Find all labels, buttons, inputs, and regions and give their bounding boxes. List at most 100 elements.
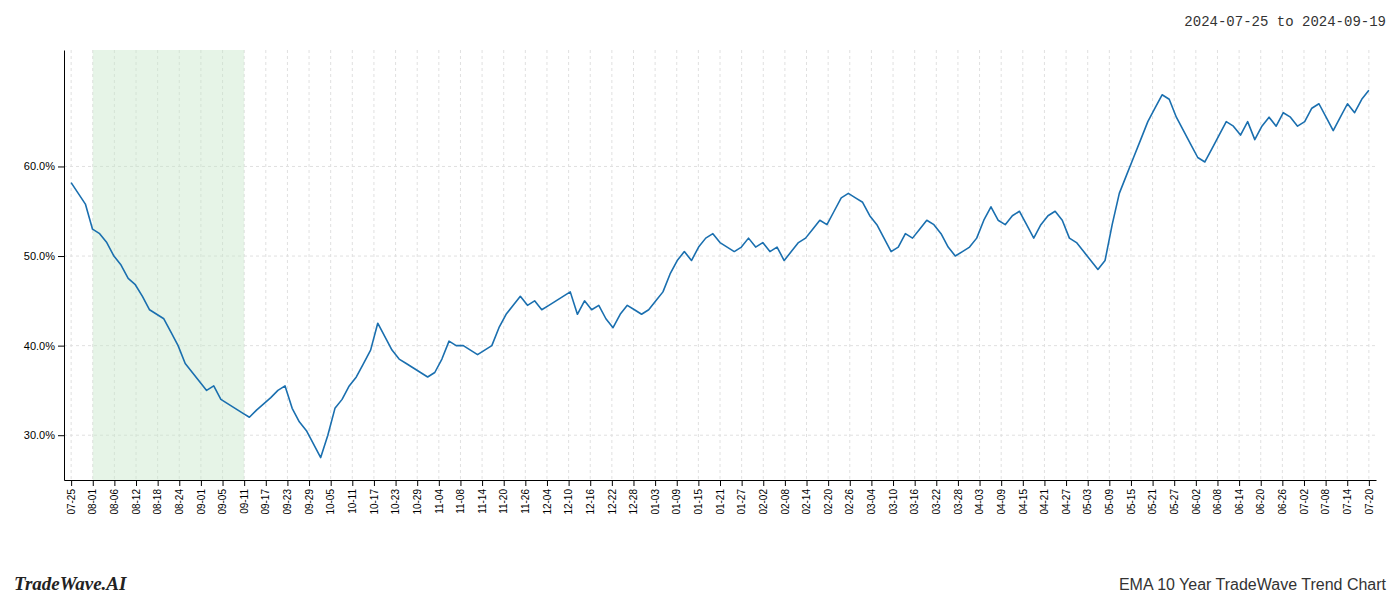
tick: 12-04: [542, 480, 553, 515]
grid-line: [1217, 50, 1218, 480]
annotation: TradeWave.AI: [14, 573, 127, 594]
tick-mark: [244, 480, 245, 486]
tick-mark: [698, 480, 699, 486]
tick: 07-08: [1320, 480, 1331, 515]
tick-label: 06-26: [1277, 489, 1288, 515]
tick-mark: [1304, 480, 1305, 486]
tick: 01-03: [650, 480, 661, 515]
tick: 04-03: [974, 480, 985, 515]
tick-mark: [58, 435, 64, 436]
tick: 30.0%: [24, 429, 64, 441]
tick-label: 06-02: [1191, 489, 1202, 515]
tick-label: 12-10: [563, 489, 574, 515]
tick: 07-02: [1299, 480, 1310, 515]
tick-label: 12-22: [607, 489, 618, 515]
tick-label: 05-21: [1147, 489, 1158, 515]
tick-label: 10-11: [347, 489, 358, 514]
tick: 12-28: [628, 480, 639, 515]
tick-mark: [482, 480, 483, 486]
grid-line: [914, 50, 915, 480]
tick: 04-21: [1039, 480, 1050, 515]
tick-label: 06-14: [1234, 489, 1245, 515]
tick-mark: [915, 480, 916, 486]
tick: 06-26: [1277, 480, 1288, 515]
grid-line: [590, 50, 591, 480]
tick-mark: [179, 480, 180, 486]
tick-mark: [331, 480, 332, 486]
tick: 04-27: [1061, 480, 1072, 515]
grid-line: [482, 50, 483, 480]
tick: 08-12: [131, 480, 142, 515]
tick: 09-05: [217, 480, 228, 515]
tick-label: 01-15: [693, 489, 704, 515]
tick-mark: [374, 480, 375, 486]
tick-mark: [71, 480, 72, 486]
tick-label: 05-27: [1169, 489, 1180, 515]
tick-label: 08-12: [131, 489, 142, 515]
grid-line: [633, 50, 634, 480]
grid-line: [546, 50, 547, 480]
tick: 10-29: [412, 480, 423, 515]
tick: 09-01: [196, 480, 207, 515]
grid-line: [460, 50, 461, 480]
grid-line: [698, 50, 699, 480]
grid-line: [1260, 50, 1261, 480]
axis-line: [64, 51, 65, 481]
tick-label: 03-04: [866, 489, 877, 515]
tick-label: 12-28: [628, 489, 639, 515]
tick-mark: [1131, 480, 1132, 486]
tick-label: 30.0%: [24, 429, 55, 441]
grid-line: [309, 50, 310, 480]
grid-line: [503, 50, 504, 480]
tick-mark: [525, 480, 526, 486]
tick-label: 01-27: [736, 489, 747, 515]
tick-label: 12-16: [585, 489, 596, 515]
tick-mark: [677, 480, 678, 486]
tick-mark: [460, 480, 461, 486]
tick-label: 07-02: [1299, 489, 1310, 515]
grid-line: [525, 50, 526, 480]
tick-mark: [893, 480, 894, 486]
tick: 01-21: [715, 480, 726, 515]
tick-mark: [1153, 480, 1154, 486]
tick: 01-15: [693, 480, 704, 515]
tick-label: 10-29: [412, 489, 423, 515]
tick-mark: [504, 480, 505, 486]
tick-label: 02-20: [823, 489, 834, 515]
grid-line: [936, 50, 937, 480]
tick: 03-28: [953, 480, 964, 515]
tick: 05-15: [1126, 480, 1137, 515]
grid-line: [1022, 50, 1023, 480]
tick-label: 08-24: [174, 489, 185, 515]
tick: 06-14: [1234, 480, 1245, 515]
tick: 04-15: [1018, 480, 1029, 515]
tick: 03-04: [866, 480, 877, 515]
tick: 02-20: [823, 480, 834, 515]
grid-line: [611, 50, 612, 480]
tick-mark: [1217, 480, 1218, 486]
grid-line: [1303, 50, 1304, 480]
tick-mark: [158, 480, 159, 486]
tick: 02-02: [758, 480, 769, 515]
tick: 10-23: [390, 480, 401, 515]
tick: 07-20: [1364, 480, 1375, 515]
tick-mark: [223, 480, 224, 486]
tick: 60.0%: [24, 160, 64, 172]
tick-label: 03-10: [888, 489, 899, 515]
tick-label: 06-08: [1212, 489, 1223, 515]
tick-label: 01-21: [715, 489, 726, 515]
tick: 02-08: [780, 480, 791, 515]
tick: 05-03: [1082, 480, 1093, 515]
tick-mark: [58, 256, 64, 257]
tick-label: 07-25: [66, 489, 77, 515]
tick: 10-17: [369, 480, 380, 515]
tick: 05-27: [1169, 480, 1180, 515]
grid-line: [71, 50, 72, 480]
tick-label: 09-17: [260, 489, 271, 515]
grid-line: [741, 50, 742, 480]
tick-mark: [742, 480, 743, 486]
tick: 09-11: [239, 480, 250, 514]
tick-mark: [1109, 480, 1110, 486]
grid-line: [1087, 50, 1088, 480]
tick-mark: [309, 480, 310, 486]
